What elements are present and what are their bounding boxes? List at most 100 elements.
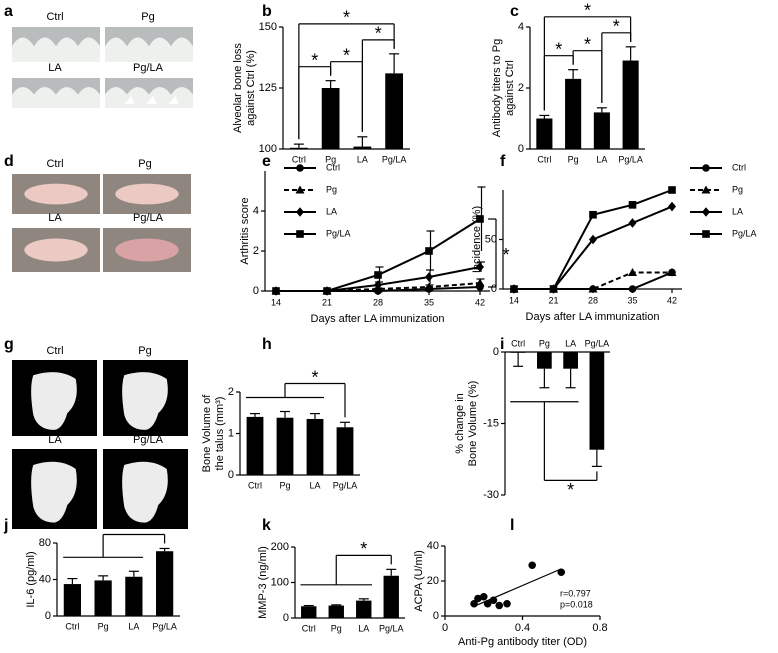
x-tick-label: Ctrl [511, 338, 525, 348]
legend-label: Pg [732, 184, 743, 194]
x-tick-label: Pg [331, 623, 342, 633]
x-tick-label: 0.4 [515, 622, 530, 634]
x-tick-label: Ctrl [248, 480, 262, 490]
legend-marker [296, 164, 304, 172]
bar [537, 352, 552, 369]
legend-label: LA [732, 206, 743, 216]
y-axis-label: the talus (mm³) [214, 397, 226, 471]
legend-marker [701, 185, 711, 194]
bar [622, 60, 639, 149]
legend-label: Ctrl [326, 162, 340, 172]
panel-label: h [262, 336, 272, 353]
panel-label: g [4, 336, 14, 353]
x-tick-label: LA [596, 154, 607, 164]
point [495, 601, 504, 610]
y-axis-label: MMP-3 (ng/ml) [257, 546, 269, 619]
y-tick-label: 0 [518, 143, 524, 155]
bar [321, 88, 340, 149]
y-tick-label: 0 [283, 612, 289, 624]
panel-label: d [4, 153, 14, 170]
legend-marker [702, 230, 710, 238]
photo-bone [31, 461, 77, 523]
point [470, 599, 478, 608]
bar [536, 118, 553, 149]
y-axis-label: Bone Volume of [201, 394, 213, 473]
x-tick-label: Pg/LA [618, 154, 643, 164]
x-tick-label: Pg/LA [382, 154, 407, 164]
y-tick-label: 1 [228, 427, 234, 439]
y-axis-label: Arthritis score [239, 197, 251, 264]
bar [289, 147, 308, 149]
photo-label: Pg/LA [133, 62, 164, 74]
significance-label: * [613, 17, 620, 37]
legend-marker [295, 185, 305, 194]
photo-label: LA [48, 212, 62, 224]
legend-marker [296, 230, 304, 238]
y-axis-label: against Ctrl [504, 60, 516, 116]
point [475, 278, 485, 287]
y-tick-label: -30 [483, 489, 499, 501]
photo-bone [122, 461, 168, 523]
photo-label: Pg/LA [133, 212, 164, 224]
legend-label: Pg/LA [732, 228, 757, 238]
x-tick-label: 0 [442, 622, 448, 634]
x-tick-label: Pg [279, 480, 290, 490]
bar [246, 416, 264, 475]
significance-label: * [375, 24, 382, 44]
x-tick-label: 14 [509, 295, 519, 305]
y-tick-label: 0 [433, 610, 439, 622]
legend-marker [296, 207, 304, 217]
photo-bone [122, 372, 168, 430]
bar [353, 146, 372, 149]
point [474, 594, 482, 603]
x-tick-label: Pg/LA [379, 623, 404, 633]
bar [589, 352, 605, 450]
x-tick-label: 14 [271, 297, 281, 307]
significance-label: * [130, 518, 137, 538]
point [628, 267, 637, 276]
legend-label: Pg [326, 184, 337, 194]
y-axis-label: against Ctrl (%) [245, 50, 257, 126]
point [272, 287, 280, 295]
y-tick-label: 40 [39, 573, 51, 585]
y-tick-label: 4 [518, 21, 524, 33]
legend-label: Ctrl [732, 162, 746, 172]
y-tick-label: 2 [228, 386, 234, 398]
y-axis-label: Bone Volume (%) [467, 381, 479, 467]
y-tick-label: 0 [493, 346, 499, 358]
photo-label: Ctrl [46, 345, 63, 357]
point [424, 282, 434, 291]
bar [156, 551, 174, 616]
x-axis-label: Anti-Pg antibody titer (OD) [458, 636, 587, 648]
y-axis-label: % change in [454, 393, 466, 454]
point [628, 285, 637, 293]
point [483, 599, 492, 608]
x-tick-label: 21 [322, 297, 332, 307]
y-axis-label: IL-6 (pg/ml) [25, 551, 37, 607]
x-tick-label: Pg/LA [585, 338, 610, 348]
panel-label: f [500, 153, 506, 170]
x-tick-label: LA [565, 338, 576, 348]
x-axis-label: Days after LA immunization [526, 311, 660, 323]
photo-label: Pg [138, 345, 151, 357]
bar [276, 417, 294, 475]
point [589, 210, 597, 219]
significance-label: * [311, 50, 318, 70]
photo-label: LA [48, 434, 62, 446]
significance-label: * [567, 480, 574, 500]
point [557, 568, 566, 577]
photo-label: Ctrl [46, 11, 63, 23]
x-tick-label: 21 [548, 295, 558, 305]
point [503, 599, 511, 608]
photo-paw [24, 238, 88, 262]
y-tick-label: 100 [271, 576, 289, 588]
arrowhead [168, 96, 179, 104]
y-tick-label: 125 [259, 82, 277, 94]
x-tick-label: Pg [539, 338, 550, 348]
x-tick-label: 28 [373, 297, 383, 307]
panel-label: l [510, 517, 514, 534]
point [476, 215, 484, 223]
bar [563, 352, 578, 369]
point [476, 262, 484, 272]
significance-label: * [555, 39, 562, 59]
